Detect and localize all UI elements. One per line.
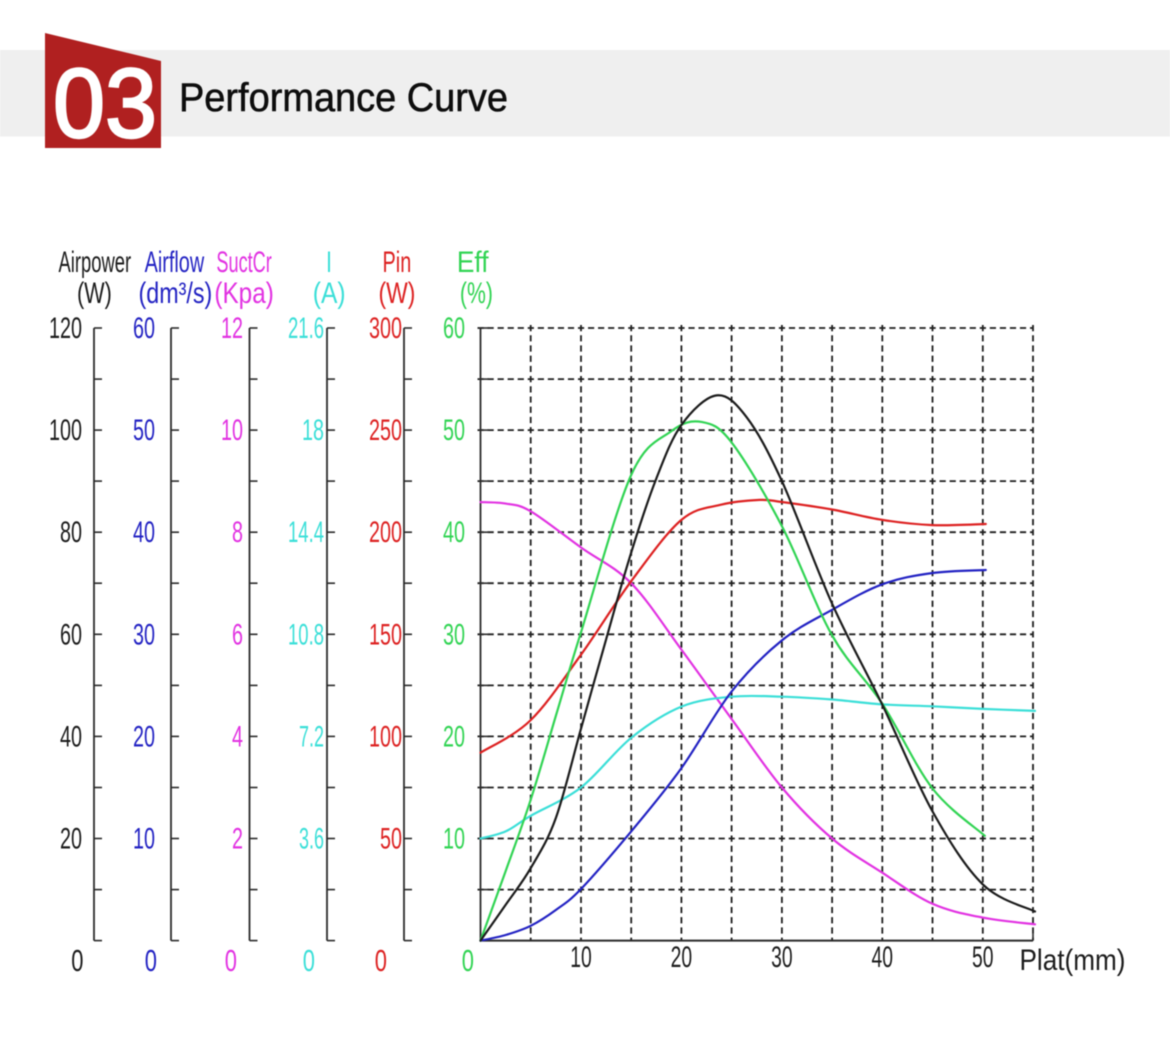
svg-text:Plat(mm): Plat(mm) [1020,944,1126,977]
svg-text:(%): (%) [460,277,493,310]
svg-text:(A): (A) [313,277,346,310]
svg-text:14.4: 14.4 [288,516,324,549]
svg-text:10.8: 10.8 [288,618,324,651]
svg-text:Airpower: Airpower [59,246,132,279]
svg-text:(W): (W) [378,277,415,310]
svg-text:0: 0 [225,943,237,978]
svg-text:12: 12 [221,312,243,345]
svg-text:10: 10 [221,414,243,447]
svg-text:2: 2 [232,823,243,856]
svg-text:Pin: Pin [383,246,412,279]
svg-text:300: 300 [369,312,402,345]
svg-text:6: 6 [232,618,243,651]
svg-text:I: I [326,246,332,279]
svg-text:200: 200 [369,516,402,549]
svg-text:(dm³/s): (dm³/s) [139,277,213,310]
svg-text:20: 20 [133,720,155,753]
svg-text:80: 80 [60,516,82,549]
svg-text:50: 50 [972,941,994,974]
svg-text:60: 60 [60,618,82,651]
svg-text:30: 30 [443,618,465,651]
svg-text:SuctCr: SuctCr [216,246,271,279]
svg-text:100: 100 [369,720,402,753]
svg-text:10: 10 [570,941,592,974]
svg-text:10: 10 [133,823,155,856]
svg-text:100: 100 [49,414,82,447]
svg-text:Airflow: Airflow [145,246,205,279]
svg-text:40: 40 [60,720,82,753]
svg-text:0: 0 [145,943,157,978]
svg-text:10: 10 [443,823,465,856]
svg-text:0: 0 [71,943,83,978]
svg-text:30: 30 [133,618,155,651]
svg-text:60: 60 [443,312,465,345]
svg-text:03: 03 [53,48,157,158]
svg-text:(W): (W) [77,277,112,310]
svg-text:30: 30 [771,941,793,974]
svg-text:7.2: 7.2 [299,720,324,753]
svg-text:120: 120 [49,312,82,345]
svg-text:40: 40 [443,516,465,549]
svg-text:20: 20 [60,823,82,856]
svg-text:150: 150 [369,618,402,651]
svg-text:50: 50 [443,414,465,447]
svg-text:250: 250 [369,414,402,447]
svg-text:50: 50 [133,414,155,447]
svg-text:50: 50 [380,823,402,856]
svg-text:3.6: 3.6 [299,823,324,856]
svg-text:Eff: Eff [457,246,489,279]
svg-text:20: 20 [671,941,693,974]
svg-text:21.6: 21.6 [288,312,324,345]
svg-text:18: 18 [302,414,324,447]
svg-text:0: 0 [375,943,387,978]
svg-text:60: 60 [133,312,155,345]
svg-text:20: 20 [443,720,465,753]
svg-text:4: 4 [232,720,243,753]
svg-text:40: 40 [872,941,894,974]
svg-text:0: 0 [303,943,315,978]
svg-text:40: 40 [133,516,155,549]
svg-text:8: 8 [232,516,243,549]
svg-text:Performance Curve: Performance Curve [179,76,508,120]
svg-text:0: 0 [462,943,474,978]
svg-text:(Kpa): (Kpa) [214,277,273,310]
